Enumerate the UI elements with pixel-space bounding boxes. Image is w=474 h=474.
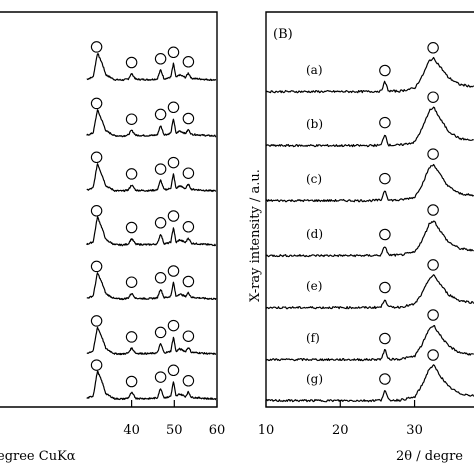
- b-trace-label: (d): [306, 227, 323, 241]
- a-peak-marker: [154, 272, 167, 284]
- b-trace-label: (g): [306, 372, 323, 386]
- a-x-tick-label: 50: [166, 423, 183, 438]
- panel-a-x-axis-label: egree CuKα: [0, 449, 76, 464]
- b-trace-7: [265, 364, 474, 403]
- b-peak-marker: [427, 91, 439, 103]
- a-trace-2: [86, 109, 217, 138]
- b-peak-marker: [427, 259, 439, 271]
- a-peak-marker: [154, 53, 167, 65]
- b-x-tick-label: 30: [406, 423, 423, 438]
- b-x-tick-label: 10: [258, 423, 275, 438]
- b-peak-marker: [379, 332, 391, 345]
- panel-a: 40 50 60 egree CuKα: [0, 11, 225, 464]
- a-peak-marker: [154, 108, 167, 121]
- a-x-tick-label: 60: [209, 423, 226, 438]
- a-trace-4: [86, 216, 216, 247]
- b-peak-marker: [427, 349, 439, 361]
- panel-b-markers: [379, 42, 439, 385]
- a-peak-marker: [154, 217, 167, 229]
- b-trace-3: [265, 163, 474, 203]
- panel-b-label: (B): [273, 27, 293, 42]
- a-peak-marker: [154, 371, 167, 383]
- a-trace-3: [86, 163, 217, 193]
- a-peak-marker: [125, 113, 138, 125]
- a-peak-marker: [125, 276, 138, 288]
- a-trace-6: [86, 326, 217, 356]
- b-peak-marker: [427, 204, 439, 216]
- panel-a-x-ticks: 40 50 60: [123, 400, 225, 438]
- panel-a-markers: [90, 41, 195, 388]
- b-trace-5: [265, 274, 474, 310]
- a-peak-marker: [182, 56, 195, 68]
- panel-b: (B) X-ray intensity / a.u. (a)(b)(c)(d)(…: [248, 11, 474, 464]
- a-peak-marker: [182, 375, 195, 387]
- panel-b-y-axis-label: X-ray intensity / a.u.: [248, 169, 263, 302]
- a-peak-marker: [182, 275, 195, 288]
- a-peak-marker: [125, 331, 138, 343]
- b-peak-marker: [427, 42, 439, 54]
- b-trace-1: [265, 56, 474, 94]
- b-trace-6: [265, 325, 474, 362]
- a-peak-marker: [90, 315, 103, 327]
- a-peak-marker: [90, 97, 103, 110]
- b-trace-label: (c): [306, 172, 322, 186]
- a-peak-marker: [154, 163, 167, 175]
- a-peak-marker: [125, 56, 138, 69]
- a-peak-marker: [125, 168, 138, 180]
- a-trace-1: [86, 53, 217, 82]
- panel-a-frame: [0, 11, 218, 408]
- b-trace-label: (a): [306, 63, 323, 77]
- b-peak-marker: [379, 116, 391, 129]
- a-peak-marker: [90, 359, 103, 371]
- a-trace-5: [86, 272, 217, 301]
- a-peak-marker: [182, 112, 195, 125]
- a-peak-marker: [125, 221, 138, 234]
- b-peak-marker: [379, 64, 391, 77]
- a-peak-marker: [167, 210, 180, 222]
- panel-a-traces: [86, 53, 217, 401]
- panel-b-traces: [265, 56, 474, 403]
- b-trace-2: [265, 106, 474, 148]
- a-peak-marker: [90, 205, 103, 217]
- a-peak-marker: [182, 167, 195, 179]
- a-peak-marker: [167, 265, 180, 277]
- b-peak-marker: [379, 172, 391, 185]
- panel-b-frame: [265, 11, 474, 408]
- a-peak-marker: [167, 364, 180, 377]
- b-x-tick-label: 20: [332, 423, 349, 438]
- a-trace-7: [86, 370, 217, 401]
- a-peak-marker: [90, 151, 103, 164]
- panel-b-trace-labels: (a) (b) (c) (d) (e) (f) (g): [306, 63, 323, 386]
- a-peak-marker: [90, 41, 103, 53]
- b-peak-marker: [379, 373, 391, 385]
- b-peak-marker: [427, 148, 439, 160]
- b-peak-marker: [379, 228, 391, 241]
- a-peak-marker: [167, 319, 180, 332]
- a-peak-marker: [154, 326, 167, 339]
- a-x-tick-label: 40: [123, 423, 140, 438]
- b-trace-label: (f): [306, 331, 320, 345]
- a-peak-marker: [182, 221, 195, 233]
- a-peak-marker: [125, 375, 138, 388]
- b-trace-4: [265, 220, 474, 258]
- a-peak-marker: [90, 260, 103, 273]
- a-peak-marker: [167, 101, 180, 114]
- panel-b-x-axis-label: 2θ / degre: [396, 449, 463, 464]
- b-trace-label: (b): [306, 117, 323, 131]
- b-peak-marker: [427, 309, 439, 321]
- b-peak-marker: [379, 281, 391, 294]
- a-peak-marker: [182, 330, 195, 342]
- panel-b-x-ticks: 10 20 30: [258, 400, 423, 438]
- b-trace-label: (e): [306, 279, 322, 293]
- a-peak-marker: [167, 156, 180, 169]
- a-peak-marker: [167, 46, 180, 59]
